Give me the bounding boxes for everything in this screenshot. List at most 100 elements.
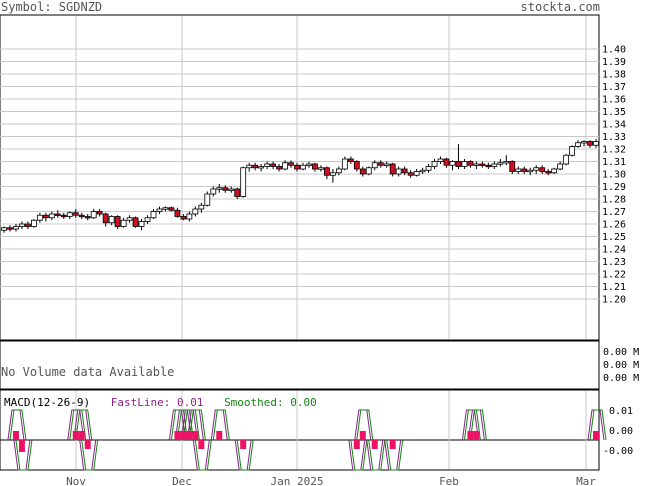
- date-tick-label: Jan 2025: [271, 475, 324, 486]
- macd-histogram-bar: [389, 440, 396, 449]
- candle-body: [108, 216, 115, 224]
- macd-tick-label: -0.00: [603, 446, 633, 457]
- candle-body: [222, 187, 229, 191]
- candle-body: [539, 167, 546, 172]
- macd-title: MACD(12-26-9): [4, 396, 91, 409]
- candle-body: [13, 226, 19, 230]
- candle-body: [96, 211, 103, 215]
- candle-body: [587, 141, 593, 146]
- macd-tick-label: 0.01: [609, 406, 633, 417]
- volume-axis: 0.00 M 0.00 M 0.00 M: [603, 347, 639, 384]
- price-tick-label: 1.39: [602, 57, 626, 68]
- no-volume-message: No Volume data Available: [1, 365, 175, 379]
- price-tick-label: 1.37: [602, 82, 626, 93]
- candle-body: [276, 166, 282, 170]
- candle-body: [377, 162, 384, 166]
- price-tick-label: 1.29: [602, 182, 626, 193]
- candle-body: [7, 227, 13, 230]
- candle-body: [42, 214, 49, 219]
- price-tick-label: 1.35: [602, 107, 626, 118]
- candle-body: [1, 227, 7, 231]
- candle-body: [252, 164, 259, 169]
- candle-body: [168, 207, 175, 211]
- candle-body: [575, 142, 581, 147]
- macd-smoothed-segment: [368, 439, 386, 471]
- macd-histogram: [12, 431, 599, 452]
- candle-body: [66, 212, 73, 217]
- candle-body: [138, 221, 145, 227]
- candle-body: [563, 154, 570, 165]
- price-axis: 1.401.39 1.381.37 1.361.35 1.341.33 1.321.31…: [602, 45, 626, 306]
- macd-histogram-bar: [198, 440, 205, 449]
- candle-body: [455, 161, 462, 167]
- candle-body: [306, 163, 312, 166]
- price-tick-label: 1.23: [602, 257, 626, 268]
- candle-body: [270, 163, 276, 167]
- macd-smoothed-segment: [356, 409, 374, 441]
- candle-body: [19, 223, 25, 227]
- candle-body: [102, 213, 109, 224]
- macd-smoothed-segment: [236, 439, 254, 471]
- candle-body: [246, 164, 253, 169]
- symbol-label: Symbol: SGDNZD: [1, 0, 103, 14]
- macd-smoothed-segment: [350, 439, 368, 471]
- macd-histogram-bar: [192, 431, 199, 440]
- candle-body: [521, 168, 528, 172]
- macd-histogram-bar: [593, 431, 599, 440]
- macd-histogram-bar: [72, 431, 79, 440]
- candle-body: [234, 188, 241, 197]
- candle-body: [413, 171, 420, 176]
- price-tick-label: 1.27: [602, 207, 626, 218]
- candle-body: [180, 216, 187, 220]
- candle-body: [485, 164, 492, 168]
- candle-body: [569, 146, 575, 156]
- price-tick-label: 1.38: [602, 70, 626, 81]
- macd-smoothed-segment: [194, 439, 212, 471]
- candle-body: [347, 158, 354, 162]
- candle-body: [527, 169, 534, 173]
- candle-body: [389, 163, 396, 175]
- price-tick-label: 1.30: [602, 170, 626, 181]
- candle-body: [318, 167, 324, 170]
- candle-body: [533, 167, 540, 171]
- price-tick-label: 1.26: [602, 220, 626, 231]
- candle-body: [174, 209, 181, 217]
- candlestick-series: [1, 139, 599, 233]
- macd-fastline-label: FastLine: 0.01: [110, 396, 204, 409]
- candle-body: [365, 167, 372, 175]
- candle-body: [473, 163, 480, 166]
- macd-smoothed-segment: [469, 409, 487, 441]
- macd-date-grid: [75, 391, 587, 469]
- candle-body: [198, 204, 205, 210]
- macd-legend: MACD(12-26-9) FastLine: 0.01 Smoothed: 0…: [4, 396, 331, 409]
- price-tick-label: 1.20: [602, 295, 626, 306]
- candle-body: [126, 217, 133, 221]
- macd-histogram-bar: [174, 431, 181, 440]
- macd-smoothed-segment: [386, 439, 404, 471]
- price-panel-frame: [0, 14, 600, 341]
- macd-smoothed-segment: [15, 439, 33, 471]
- candle-body: [324, 167, 330, 176]
- macd-histogram-bar: [12, 431, 19, 440]
- macd-smoothed-segment: [75, 409, 93, 441]
- candle-body: [162, 207, 169, 210]
- candle-body: [503, 161, 510, 164]
- candle-body: [515, 168, 522, 172]
- date-tick-label: Feb: [439, 475, 459, 486]
- candle-body: [60, 214, 67, 218]
- candle-body: [581, 141, 587, 144]
- candle-body: [461, 161, 468, 167]
- candle-body: [312, 163, 318, 170]
- price-tick-label: 1.40: [602, 45, 626, 56]
- date-tick-label: Dec: [172, 475, 192, 486]
- price-tick-label: 1.24: [602, 245, 626, 256]
- candle-body: [258, 166, 265, 169]
- price-tick-label: 1.36: [602, 95, 626, 106]
- date-axis: Nov Dec Jan 2025 Feb Mar: [66, 475, 596, 486]
- candle-body: [228, 188, 235, 191]
- candle-body: [264, 163, 271, 167]
- candle-body: [425, 166, 432, 171]
- candle-body: [144, 217, 151, 222]
- macd-histogram-bar: [240, 440, 247, 449]
